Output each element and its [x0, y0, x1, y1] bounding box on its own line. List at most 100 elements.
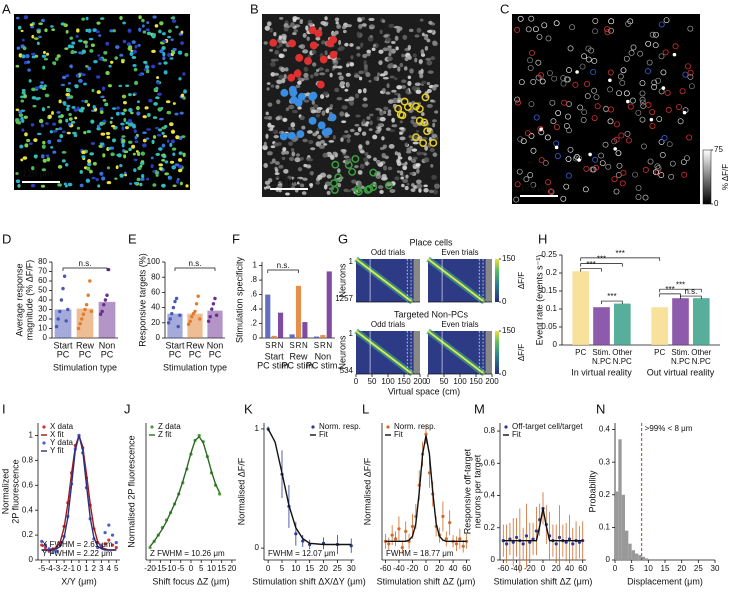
cell-dot — [68, 112, 72, 117]
cell-dot — [287, 175, 292, 180]
cell-dot — [67, 82, 72, 85]
y-tick-label: .4 — [250, 304, 257, 313]
group-label: PC stim. — [306, 360, 340, 370]
cell-dot — [87, 162, 92, 167]
cell-dot — [99, 110, 104, 115]
data-point — [56, 317, 60, 321]
cell-dot — [59, 134, 64, 139]
legend-label: Fit — [319, 430, 329, 439]
cell-dot — [115, 111, 120, 116]
image-background — [512, 14, 700, 204]
y-tick-label: 100 — [147, 257, 161, 266]
cell-ring — [583, 165, 590, 172]
bar — [651, 307, 669, 345]
data-point — [454, 542, 459, 546]
panel-label: E — [128, 231, 137, 246]
significance-label: *** — [597, 255, 606, 264]
cell-dot — [407, 44, 412, 51]
cell-dot — [320, 20, 327, 25]
cell-dot — [55, 57, 59, 61]
cell-ring — [686, 134, 693, 141]
cell-ring — [649, 109, 656, 116]
cell-dot — [414, 57, 418, 63]
cell-dot — [372, 44, 377, 47]
data-point — [103, 542, 107, 546]
cell-dot — [138, 73, 143, 77]
cell-dot — [332, 151, 337, 156]
cell-dot — [362, 53, 368, 59]
cell-dot — [363, 64, 368, 69]
cell-dot — [181, 135, 186, 138]
cell-dot — [109, 60, 114, 64]
x-tick-label: -20 — [407, 564, 419, 573]
cell-dot — [116, 106, 120, 110]
colorbar-label: ΔF/F — [517, 272, 526, 289]
y-tick-label: 0.6 — [22, 480, 34, 489]
cell-ring — [584, 81, 591, 88]
cell-dot — [354, 132, 360, 136]
cell-dot — [89, 49, 94, 53]
cell-dot — [132, 63, 137, 68]
x-axis-label: Stimulation type — [163, 362, 227, 372]
cell-ring — [658, 53, 665, 60]
cell-dot — [358, 70, 364, 75]
cell-ring — [652, 42, 659, 49]
cell-ring — [639, 90, 646, 97]
x-tick-label: 25 — [694, 564, 703, 573]
cell-dot — [176, 179, 179, 184]
cell-dot — [97, 54, 101, 57]
cell-dot — [319, 140, 326, 144]
data-point — [206, 319, 211, 323]
cell-ring — [604, 26, 611, 33]
cell-ring — [665, 106, 672, 113]
cell-dot — [111, 124, 116, 128]
cell-dot — [48, 114, 52, 119]
significance-bracket — [659, 293, 681, 297]
cell-dot — [75, 34, 79, 38]
cell-dot — [114, 177, 118, 180]
cell-dot — [36, 29, 41, 34]
cell-dot — [282, 48, 288, 52]
data-point — [84, 303, 89, 307]
cell-dot — [115, 45, 120, 50]
cell-dot — [124, 173, 128, 177]
note: FWHM = 12.07 μm — [268, 549, 336, 558]
cell-dot — [171, 147, 177, 151]
x-axis-label: Stimulation shift ΔZ (μm) — [494, 576, 593, 586]
x-tick-label: 0 — [189, 564, 194, 573]
cell-dot — [99, 171, 104, 176]
cell-dot — [76, 28, 80, 33]
cell-dot — [360, 42, 364, 48]
cell-dot — [387, 113, 392, 116]
colorbar-tick-label: 0 — [714, 199, 719, 208]
cell-dot — [63, 102, 67, 106]
histogram-bar — [628, 543, 632, 560]
y-tick-label: 0.25 — [541, 250, 557, 259]
data-point — [577, 540, 581, 544]
cell-dot — [431, 174, 437, 180]
cell-dot — [313, 104, 319, 109]
cell-dot — [99, 107, 104, 112]
panel-label: J — [124, 401, 131, 416]
bright-cell — [626, 99, 630, 104]
cell-dot — [375, 159, 381, 165]
y-tick-label: 0.05 — [541, 322, 557, 331]
cell-dot — [428, 189, 435, 194]
cell-dot — [42, 50, 46, 55]
cell-ring — [663, 17, 670, 24]
cell-dot — [273, 72, 280, 76]
category-label: N.PC — [692, 357, 711, 366]
cell-dot — [21, 128, 25, 132]
cell-dot — [31, 34, 35, 39]
note: >99% < 8 μm — [645, 424, 693, 433]
cell-dot — [381, 136, 385, 141]
data-point — [170, 311, 174, 316]
category-label: N — [278, 341, 284, 350]
panel-label: A — [2, 1, 11, 16]
cell-dot — [68, 122, 72, 126]
cell-dot — [61, 75, 67, 80]
cell-dot — [362, 88, 367, 94]
data-point — [393, 537, 398, 541]
category-label: Other — [612, 348, 632, 357]
cell-dot — [134, 44, 138, 49]
